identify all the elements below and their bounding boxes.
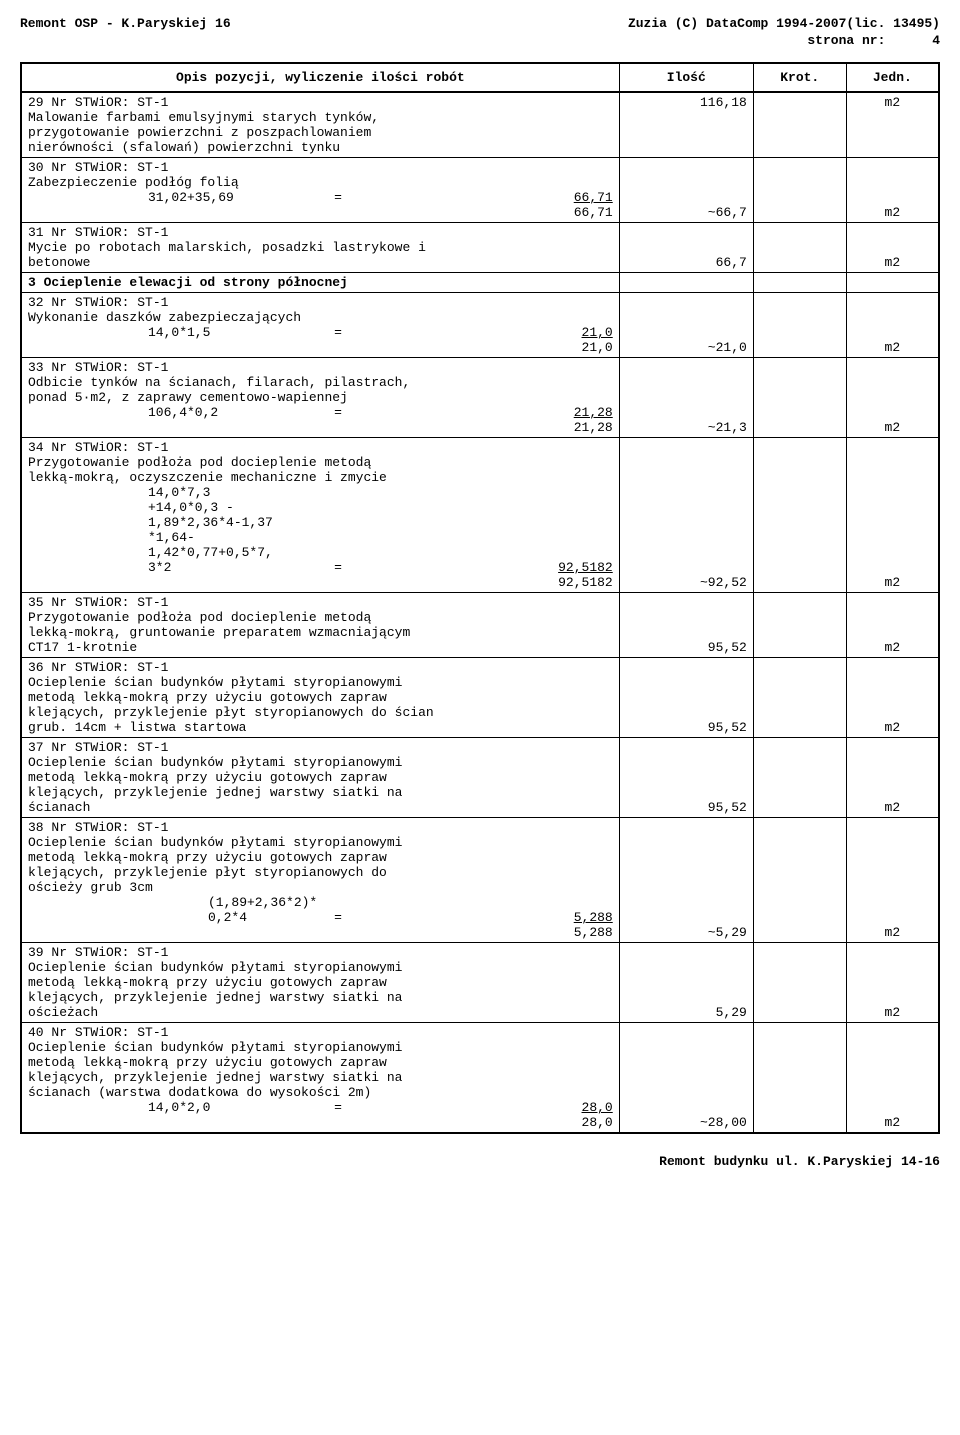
page-footer: Remont budynku ul. K.Paryskiej 14-16 xyxy=(20,1154,940,1169)
table-row: 29 Nr STWiOR: ST-1 Malowanie farbami emu… xyxy=(21,92,939,158)
col-opis: Opis pozycji, wyliczenie ilości robót xyxy=(21,63,619,92)
table-row: 33 Nr STWiOR: ST-1 Odbicie tynków na ści… xyxy=(21,358,939,438)
calc: 31,02+35,69 = 66,71 xyxy=(28,190,613,205)
table-row: 30 Nr STWiOR: ST-1 Zabezpieczenie podłóg… xyxy=(21,158,939,223)
desc: Malowanie farbami emulsyjnymi starych ty… xyxy=(28,110,613,155)
page-header: Remont OSP - K.Paryskiej 16 Zuzia (C) Da… xyxy=(20,16,940,31)
jedn: m2 xyxy=(846,92,939,158)
table-row: 39 Nr STWiOR: ST-1 Ocieplenie ścian budy… xyxy=(21,943,939,1023)
table-row: 32 Nr STWiOR: ST-1 Wykonanie daszków zab… xyxy=(21,293,939,358)
table-row: 40 Nr STWiOR: ST-1 Ocieplenie ścian budy… xyxy=(21,1023,939,1134)
col-ilosc: Ilość xyxy=(619,63,753,92)
table-row: 35 Nr STWiOR: ST-1 Przygotowanie podłoża… xyxy=(21,593,939,658)
header-left: Remont OSP - K.Paryskiej 16 xyxy=(20,16,231,31)
col-krot: Krot. xyxy=(753,63,846,92)
page-number: strona nr: 4 xyxy=(20,33,940,48)
header-right: Zuzia (C) DataComp 1994-2007(lic. 13495) xyxy=(628,16,940,31)
table-row: 34 Nr STWiOR: ST-1 Przygotowanie podłoża… xyxy=(21,438,939,593)
ilosc: 116,18 xyxy=(619,92,753,158)
table-row: 31 Nr STWiOR: ST-1 Mycie po robotach mal… xyxy=(21,223,939,273)
col-jedn: Jedn. xyxy=(846,63,939,92)
table-row: 36 Nr STWiOR: ST-1 Ocieplenie ścian budy… xyxy=(21,658,939,738)
section-header: 3 Ocieplenie elewacji od strony północne… xyxy=(21,273,939,293)
estimate-table: Opis pozycji, wyliczenie ilości robót Il… xyxy=(20,62,940,1134)
table-row: 37 Nr STWiOR: ST-1 Ocieplenie ścian budy… xyxy=(21,738,939,818)
table-row: 38 Nr STWiOR: ST-1 Ocieplenie ścian budy… xyxy=(21,818,939,943)
table-header-row: Opis pozycji, wyliczenie ilości robót Il… xyxy=(21,63,939,92)
